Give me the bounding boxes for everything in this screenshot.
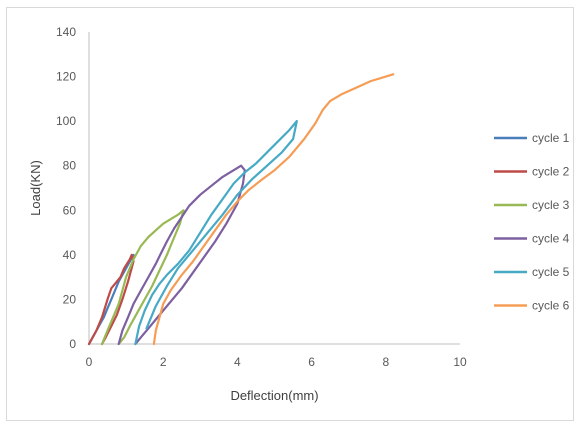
x-tick-label: 8 [382,355,389,369]
legend: cycle 1 cycle 2 cycle 3 cycle 4 cycle 5 cycle… [494,131,570,313]
x-tick-label: 2 [160,355,167,369]
y-axis-label: Load(KN) [28,160,43,216]
y-tick-label: 20 [63,292,77,306]
axes [88,32,460,345]
series-lines [87,73,395,346]
y-tick-label: 40 [63,248,77,262]
y-tick-label: 0 [69,337,76,351]
series-line-cycle-2 [87,253,135,346]
series-line-cycle-5 [134,119,298,346]
x-axis-label: Deflection(mm) [230,388,318,403]
y-tick-label: 120 [56,70,76,84]
y-tick-label: 80 [63,159,77,173]
y-tick-label: 60 [63,203,77,217]
legend-label-cycle-3: cycle 3 [532,198,570,212]
legend-label-cycle-6: cycle 6 [532,299,570,313]
series-line-cycle-4 [117,164,246,346]
x-tick-label: 6 [308,355,315,369]
legend-label-cycle-2: cycle 2 [532,165,570,179]
legend-label-cycle-5: cycle 5 [532,265,570,279]
legend-label-cycle-4: cycle 4 [532,232,570,246]
x-tick-label: 0 [86,355,93,369]
y-tick-label: 140 [56,25,76,39]
legend-label-cycle-1: cycle 1 [532,131,570,145]
series-line-cycle-6 [152,73,395,346]
y-tick-label: 100 [56,114,76,128]
series-line-cycle-3 [100,209,185,346]
chart-frame [6,7,574,421]
x-tick-label: 4 [234,355,241,369]
x-tick-label: 10 [453,355,467,369]
